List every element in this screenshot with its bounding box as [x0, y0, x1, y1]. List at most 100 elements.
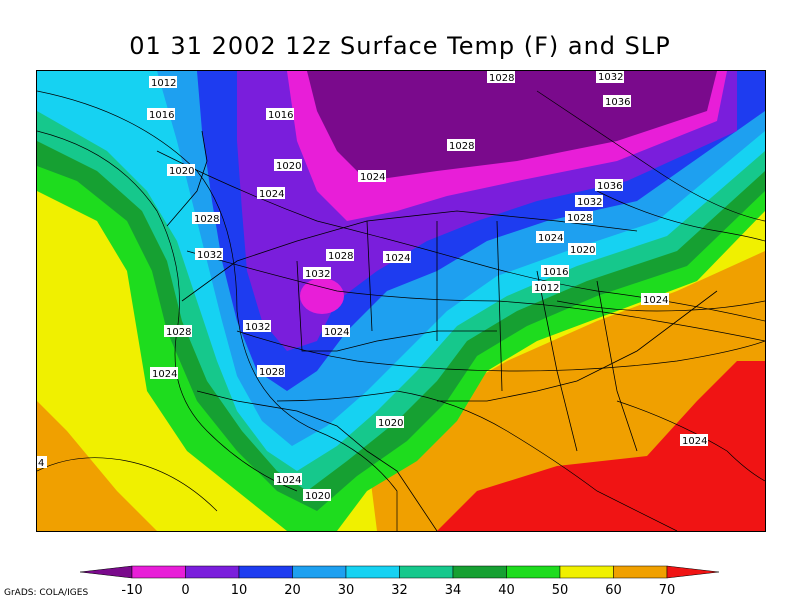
svg-text:1016: 1016: [149, 110, 174, 121]
colorbar-segment: [452, 565, 507, 579]
isobar-label: 1012: [149, 76, 177, 89]
svg-text:1024: 1024: [538, 233, 563, 244]
isobar-label: 1020: [303, 489, 331, 502]
isobar-label: 1024: [383, 251, 411, 264]
svg-text:1032: 1032: [197, 250, 222, 261]
colorbar-segment: [131, 565, 186, 579]
colorbar-segment: [559, 565, 614, 579]
colorbar-segment: [613, 565, 668, 579]
isobar-label: 1024: [641, 293, 669, 306]
svg-text:1032: 1032: [305, 269, 330, 280]
colorbar-tick-label: 32: [391, 583, 408, 598]
isobar-label: 1032: [575, 195, 603, 208]
colorbar-tick-label: 30: [338, 583, 355, 598]
grads-credit: GrADS: COLA/IGES: [4, 588, 89, 598]
isobar-label: 1036: [595, 179, 623, 192]
svg-text:1032: 1032: [598, 72, 623, 83]
surface-temperature-map: 1012 1016 1016 1028 1032 1036 1020 1020 …: [36, 70, 766, 532]
svg-text:1016: 1016: [543, 267, 568, 278]
colorbar-tick-labels: -10 0 10 20 30 32 34 40 50 60 70: [121, 583, 675, 598]
isobar-label: 1016: [266, 108, 294, 121]
map-canvas: 1012 1016 1016 1028 1032 1036 1020 1020 …: [37, 71, 765, 531]
colorbar-tick-label: 10: [231, 583, 248, 598]
svg-text:1028: 1028: [166, 327, 191, 338]
isobar-label: 1028: [192, 212, 220, 225]
isobar-label: 1024: [257, 187, 285, 200]
colorbar-segments: [79, 565, 720, 579]
colorbar-tick-label: 60: [605, 583, 622, 598]
isobar-label: 1032: [195, 248, 223, 261]
svg-text:1020: 1020: [276, 161, 301, 172]
svg-text:1036: 1036: [597, 181, 622, 192]
isobar-label: 4: [37, 456, 47, 469]
temperature-shading: [37, 71, 765, 531]
isobar-label: 1020: [376, 416, 404, 429]
colorbar-tick-label: 34: [445, 583, 462, 598]
svg-text:1012: 1012: [151, 78, 176, 89]
isobar-label: 1024: [322, 325, 350, 338]
svg-text:1020: 1020: [305, 491, 330, 502]
svg-text:1028: 1028: [328, 251, 353, 262]
isobar-label: 1028: [257, 365, 285, 378]
colorbar-arrow-right: [666, 565, 720, 579]
colorbar-segment: [238, 565, 293, 579]
svg-text:1024: 1024: [360, 172, 385, 183]
isobar-label: 1024: [150, 367, 178, 380]
svg-text:4: 4: [38, 458, 44, 469]
isobar-label: 1024: [536, 231, 564, 244]
isobar-label: 1028: [164, 325, 192, 338]
colorbar-arrow-left: [79, 565, 133, 579]
svg-text:1024: 1024: [152, 369, 177, 380]
isobar-label: 1020: [167, 164, 195, 177]
colorbar-tick-label: 20: [284, 583, 301, 598]
svg-text:1028: 1028: [449, 141, 474, 152]
svg-text:1020: 1020: [570, 245, 595, 256]
isobar-label: 1012: [532, 281, 560, 294]
colorbar-segment: [399, 565, 454, 579]
isobar-label: 1032: [596, 71, 624, 83]
colorbar-tick-label: -10: [121, 583, 142, 598]
isobar-label: 1016: [147, 108, 175, 121]
svg-text:1028: 1028: [567, 213, 592, 224]
isobar-label: 1036: [603, 95, 631, 108]
svg-text:1032: 1032: [577, 197, 602, 208]
isobar-label: 1032: [243, 320, 271, 333]
colorbar-segment: [185, 565, 240, 579]
isobar-label: 1020: [568, 243, 596, 256]
isobar-label: 1032: [303, 267, 331, 280]
svg-text:1020: 1020: [378, 418, 403, 429]
isobar-label: 1024: [358, 170, 386, 183]
svg-text:1024: 1024: [276, 475, 301, 486]
svg-text:1012: 1012: [534, 283, 559, 294]
colorbar-tick-label: 40: [498, 583, 515, 598]
colorbar-tick-label: 0: [181, 583, 189, 598]
isobar-label: 1028: [565, 211, 593, 224]
colorbar-segment: [506, 565, 561, 579]
svg-text:1024: 1024: [259, 189, 284, 200]
isobar-labels: 1012 1016 1016 1028 1032 1036 1020 1020 …: [37, 71, 708, 502]
svg-text:1028: 1028: [194, 214, 219, 225]
svg-text:1028: 1028: [489, 73, 514, 84]
isobar-label: 1028: [487, 71, 515, 84]
svg-text:1020: 1020: [169, 166, 194, 177]
colorbar-tick-label: 70: [659, 583, 676, 598]
isobar-label: 1020: [274, 159, 302, 172]
isobar-label: 1016: [541, 265, 569, 278]
colorbar-tick-label: 50: [552, 583, 569, 598]
political-boundaries: [166, 130, 718, 531]
colorbar-segment: [292, 565, 347, 579]
svg-text:1024: 1024: [385, 253, 410, 264]
isobar-label: 1024: [680, 434, 708, 447]
isobar-label: 1028: [326, 249, 354, 262]
svg-text:1024: 1024: [324, 327, 349, 338]
svg-text:1024: 1024: [682, 436, 707, 447]
colorbar-segment: [345, 565, 400, 579]
map-title: 01 31 2002 12z Surface Temp (F) and SLP: [129, 32, 671, 60]
svg-text:1032: 1032: [245, 322, 270, 333]
svg-text:1016: 1016: [268, 110, 293, 121]
isobar-label: 1028: [447, 139, 475, 152]
svg-text:1024: 1024: [643, 295, 668, 306]
temperature-colorbar: -10 0 10 20 30 32 34 40 50 60 70: [79, 565, 720, 598]
svg-text:1028: 1028: [259, 367, 284, 378]
svg-text:1036: 1036: [605, 97, 630, 108]
